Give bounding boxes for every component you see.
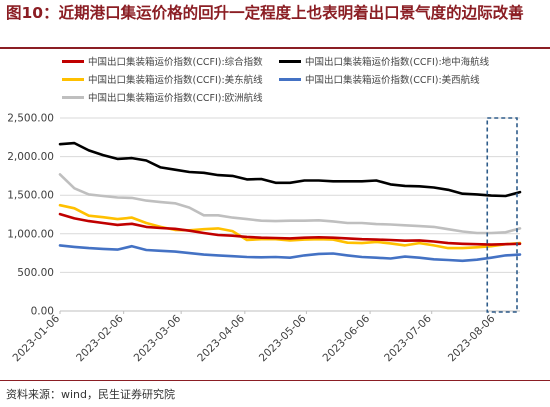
x-tick-label: 2023-05-06 (257, 312, 309, 364)
y-tick-label: 1,500.00 (7, 190, 54, 202)
legend-item-composite: 中国出口集装箱运价指数(CCFI):综合指数 (62, 53, 263, 69)
x-tick-label: 2023-06-06 (321, 312, 373, 364)
y-tick-label: 0.00 (31, 306, 54, 318)
title-divider (0, 47, 550, 49)
y-tick-label: 500.00 (17, 267, 54, 279)
axes (59, 310, 520, 314)
figure-title: 图10：近期港口集运价格的回升一定程度上也表明着出口景气度的边际改善 (6, 4, 524, 22)
legend-item-us-west: 中国出口集装箱运价指数(CCFI):美西航线 (279, 71, 480, 87)
legend-swatch-us-east (62, 77, 84, 81)
highlight-layer (486, 117, 518, 313)
source-divider (0, 380, 550, 381)
highlight-box (486, 117, 518, 313)
legend-label-us-east: 中国出口集装箱运价指数(CCFI):美东航线 (88, 75, 263, 86)
x-tick-label: 2023-02-06 (74, 312, 126, 364)
y-gridlines (60, 117, 520, 273)
legend-item-europe: 中国出口集装箱运价指数(CCFI):欧洲航线 (62, 89, 263, 105)
y-tick-label: 2,500.00 (7, 113, 54, 125)
legend-swatch-us-west (279, 77, 301, 81)
series-line-us_west (58, 244, 522, 263)
legend-swatch-mediterranean (279, 59, 301, 63)
x-tick-label: 2023-04-06 (195, 312, 247, 364)
y-tick-label: 2,000.00 (7, 151, 54, 163)
legend-label-us-west: 中国出口集装箱运价指数(CCFI):美西航线 (305, 75, 480, 86)
legend-swatch-composite (62, 59, 84, 63)
legend-item-mediterranean: 中国出口集装箱运价指数(CCFI):地中海航线 (279, 53, 489, 69)
x-tick-label: 2023-08-06 (446, 312, 498, 364)
legend-swatch-europe (62, 95, 84, 99)
legend-item-us-east: 中国出口集装箱运价指数(CCFI):美东航线 (62, 71, 263, 87)
x-tick-label: 2023-01-06 (10, 312, 62, 364)
x-tick-label: 2023-07-06 (382, 312, 434, 364)
y-tick-label: 1,000.00 (7, 228, 54, 240)
source-note: 资料来源：wind，民生证券研究院 (6, 388, 176, 401)
series-line-mediterranean (58, 141, 522, 198)
legend-label-mediterranean: 中国出口集装箱运价指数(CCFI):地中海航线 (305, 57, 490, 68)
series-lines (58, 141, 522, 263)
series-line-europe (58, 173, 522, 235)
series-line-us_east (58, 203, 522, 250)
x-tick-label: 2023-03-06 (132, 312, 184, 364)
legend-label-europe: 中国出口集装箱运价指数(CCFI):欧洲航线 (88, 93, 263, 104)
series-line-composite (58, 212, 522, 246)
chart-legend: 中国出口集装箱运价指数(CCFI):综合指数 中国出口集装箱运价指数(CCFI)… (62, 53, 532, 109)
legend-label-composite: 中国出口集装箱运价指数(CCFI):综合指数 (88, 57, 263, 68)
